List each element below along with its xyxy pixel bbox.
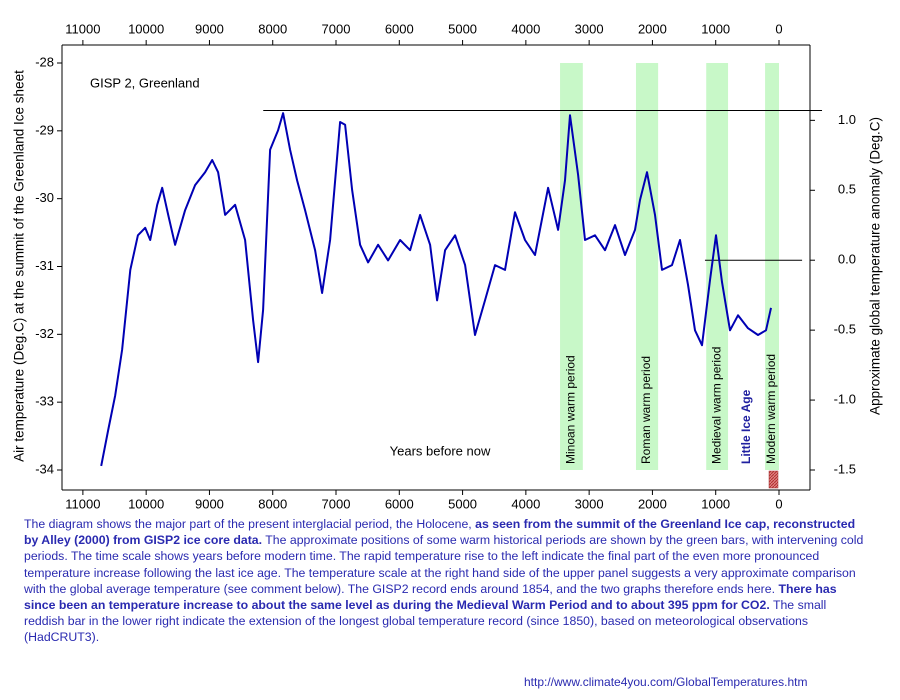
y2-axis-label: Approximate global temperature anomaly (…: [868, 117, 883, 415]
y2-tick-label: -0.5: [834, 322, 856, 337]
x-tick-label-top: 11000: [65, 21, 100, 36]
annotation: Little Ice Age: [739, 389, 753, 464]
temperature-line: [100, 112, 772, 467]
y2-tick-label: 0.0: [838, 252, 856, 267]
x-tick-label-top: 8000: [258, 21, 287, 36]
description-text: The approximate positions of some warm h…: [24, 533, 864, 596]
x-tick-label-top: 2000: [638, 21, 667, 36]
chart: GISP 2, Greenland Years before now Air t…: [12, 21, 883, 511]
x-tick-label: 9000: [195, 496, 224, 511]
source-url: http://www.climate4you.com/GlobalTempera…: [524, 675, 808, 689]
x-tick-label-top: 3000: [575, 21, 604, 36]
x-tick-label: 11000: [65, 496, 100, 511]
x-tick-label: 7000: [322, 496, 351, 511]
warm-period-label: Minoan warm period: [564, 355, 578, 464]
warm-period-band: [635, 63, 659, 470]
y2-tick-label: 0.5: [838, 182, 856, 197]
x-tick-label: 8000: [258, 496, 287, 511]
description-text: The small reddish bar in the lower right…: [24, 598, 827, 645]
y-tick-label: -28: [35, 54, 54, 69]
warm-period-label: Medieval warm period: [709, 347, 723, 464]
x-tick-label: 5000: [448, 496, 477, 511]
warm-period-band: [706, 63, 729, 470]
chart-title: GISP 2, Greenland: [90, 75, 200, 90]
description-text: as seen from the summit of the Greenland…: [24, 517, 856, 548]
y-tick-label: -29: [35, 122, 54, 137]
x-tick-label-top: 7000: [322, 21, 351, 36]
x-tick-label-top: 4000: [511, 21, 540, 36]
x-tick-label: 2000: [638, 496, 667, 511]
y2-tick-label: -1.0: [834, 392, 856, 407]
x-tick-label: 3000: [575, 496, 604, 511]
x-tick-label: 6000: [385, 496, 414, 511]
warm-period-label: Roman warm period: [639, 356, 653, 464]
y-tick-label: -33: [35, 394, 54, 409]
x-tick-label-top: 1000: [701, 21, 730, 36]
y-axis-label: Air temperature (Deg.C) at the summit of…: [12, 70, 27, 462]
x-tick-label-top: 6000: [385, 21, 414, 36]
x-tick-label-top: 9000: [195, 21, 224, 36]
x-tick-label-top: 5000: [448, 21, 477, 36]
description: The diagram shows the major part of the …: [24, 516, 864, 646]
warm-period-label: Modern warm period: [764, 354, 778, 464]
y-tick-label: -31: [35, 258, 54, 273]
description-text: The diagram shows the major part of the …: [24, 517, 476, 531]
y2-tick-label: 1.0: [838, 112, 856, 127]
record-bar: [768, 470, 779, 489]
y2-tick-label: -1.5: [834, 461, 856, 476]
y-tick-label: -30: [35, 190, 54, 205]
x-tick-label: 4000: [511, 496, 540, 511]
y-tick-label: -32: [35, 326, 54, 341]
x-tick-label-top: 10000: [128, 21, 164, 36]
warm-period-band: [765, 63, 779, 470]
description-text: There has since been an temperature incr…: [24, 581, 837, 613]
x-tick-label: 0: [775, 496, 782, 511]
x-tick-label-top: 0: [775, 21, 782, 36]
x-axis-label: Years before now: [390, 443, 491, 458]
y-tick-label: -34: [35, 461, 54, 476]
x-tick-label: 1000: [701, 496, 730, 511]
x-tick-label: 10000: [128, 496, 164, 511]
